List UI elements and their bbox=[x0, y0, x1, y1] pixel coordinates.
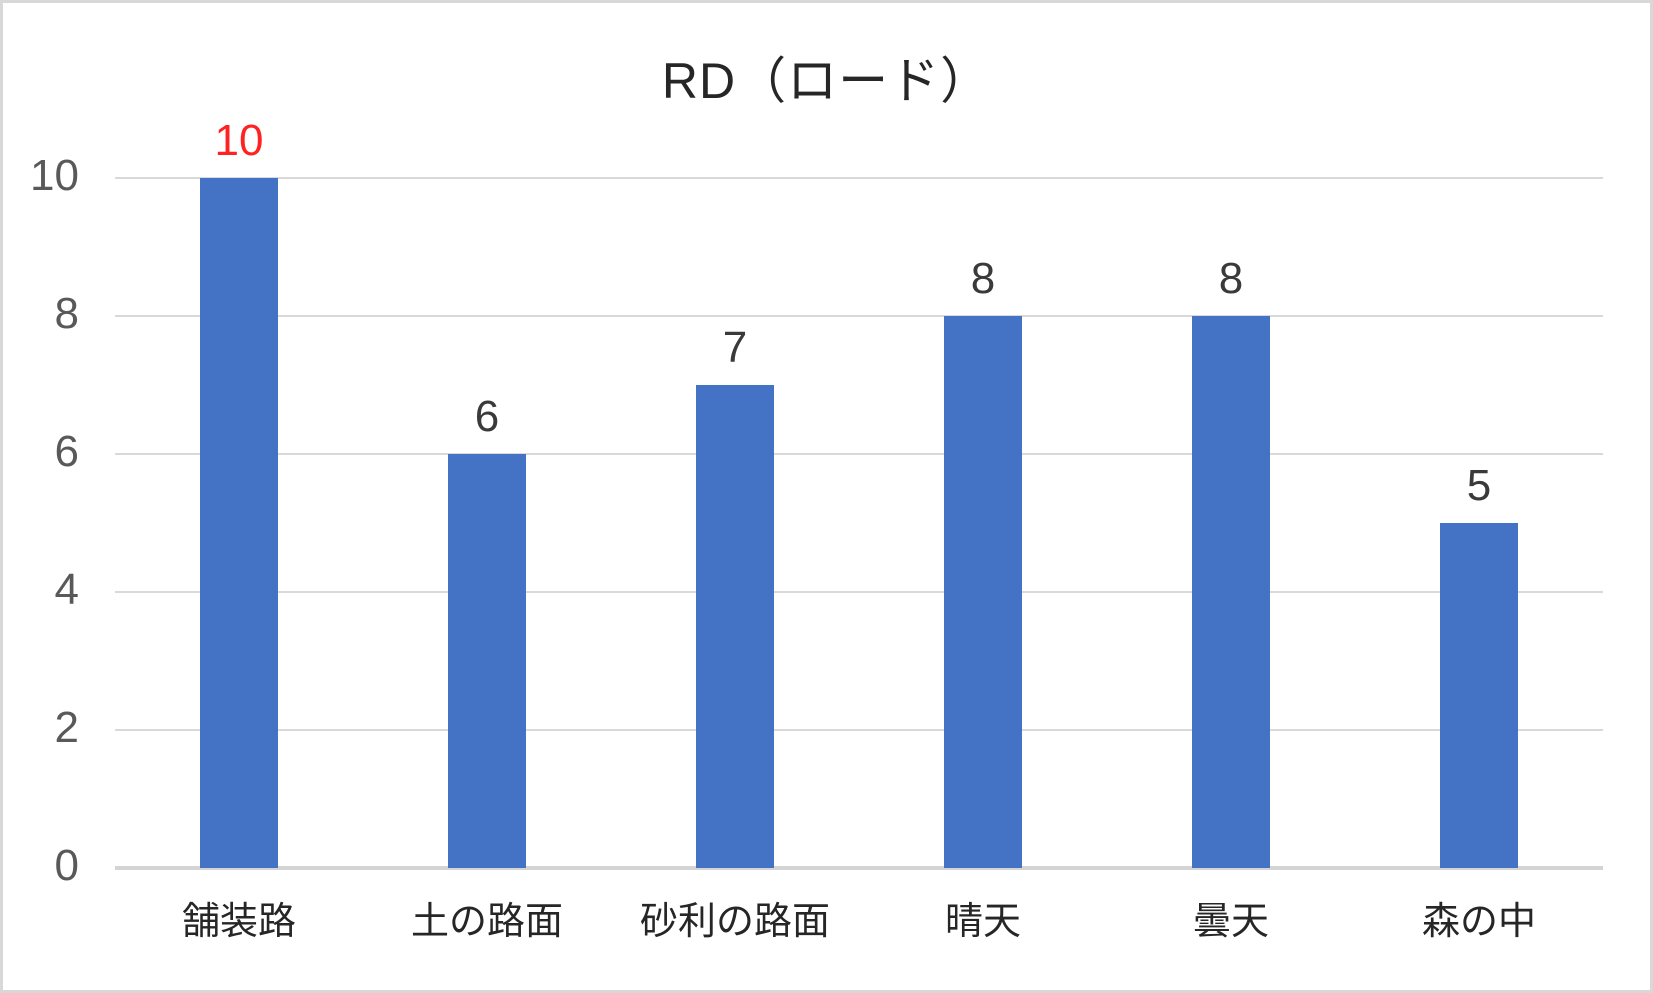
bar bbox=[1440, 523, 1518, 868]
y-tick-label: 10 bbox=[30, 151, 79, 200]
plot-area bbox=[115, 177, 1603, 870]
x-axis-line bbox=[115, 866, 1603, 870]
bar bbox=[696, 385, 774, 868]
data-label: 8 bbox=[1218, 254, 1244, 303]
x-category-label: 森の中 bbox=[1421, 901, 1536, 943]
x-category-label: 曇天 bbox=[1192, 901, 1269, 943]
gridline bbox=[115, 591, 1603, 593]
data-label: 7 bbox=[722, 323, 748, 372]
y-tick-label: 8 bbox=[54, 289, 79, 338]
gridline bbox=[115, 177, 1603, 179]
gridline bbox=[115, 315, 1603, 317]
bar bbox=[944, 316, 1022, 868]
y-tick-label: 2 bbox=[54, 703, 79, 752]
data-label: 6 bbox=[474, 392, 500, 441]
x-category-label: 舗装路 bbox=[181, 901, 296, 943]
bar bbox=[448, 454, 526, 868]
gridline bbox=[115, 453, 1603, 455]
data-label: 5 bbox=[1466, 461, 1492, 510]
bar bbox=[1192, 316, 1270, 868]
data-label: 8 bbox=[970, 254, 996, 303]
y-tick-label: 4 bbox=[54, 565, 79, 614]
x-category-label: 晴天 bbox=[944, 901, 1021, 943]
data-label-highlighted: 10 bbox=[214, 116, 264, 165]
chart-title: RD（ロード） bbox=[661, 53, 992, 109]
gridline bbox=[115, 729, 1603, 731]
bar bbox=[200, 178, 278, 868]
y-tick-label: 0 bbox=[54, 841, 79, 890]
x-category-label: 土の路面 bbox=[410, 901, 563, 943]
y-tick-label: 6 bbox=[54, 427, 79, 476]
x-category-label: 砂利の路面 bbox=[639, 901, 830, 943]
